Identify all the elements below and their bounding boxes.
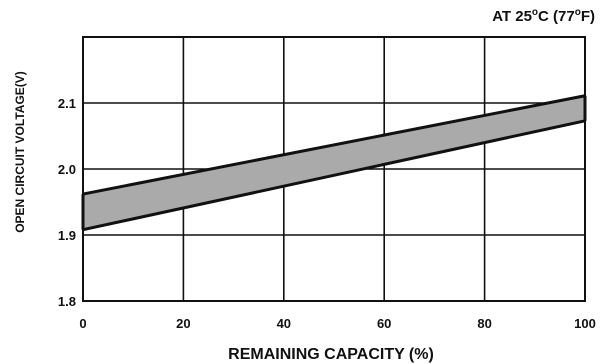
band-layer: [81, 94, 587, 232]
y-tick-label: 2.1: [58, 96, 76, 111]
x-axis-title: REMAINING CAPACITY (%): [228, 346, 434, 363]
y-tick-label: 1.9: [58, 228, 76, 243]
y-tick-label: 2.0: [58, 162, 76, 177]
y-tick-labels: 1.8 1.9 2.0 2.1: [58, 96, 76, 309]
voltage-band-upper-line: [82, 94, 586, 196]
x-tick-label: 100: [574, 316, 596, 331]
x-tick-label: 40: [277, 316, 291, 331]
x-tick-label: 80: [477, 316, 491, 331]
x-tick-label: 60: [377, 316, 391, 331]
x-tick-label: 20: [176, 316, 190, 331]
temperature-annotation: AT 25oC (77oF): [492, 7, 595, 25]
y-tick-label: 1.8: [58, 294, 76, 309]
x-tick-label: 0: [79, 316, 86, 331]
y-axis-title: OPEN CIRCUIT VOLTAGE(V): [13, 71, 27, 233]
x-tick-labels: 0 20 40 60 80 100: [79, 316, 595, 331]
voltage-band-area: [83, 95, 585, 230]
plot-frame: [82, 36, 586, 302]
voltage-band-lower-line: [82, 119, 586, 232]
